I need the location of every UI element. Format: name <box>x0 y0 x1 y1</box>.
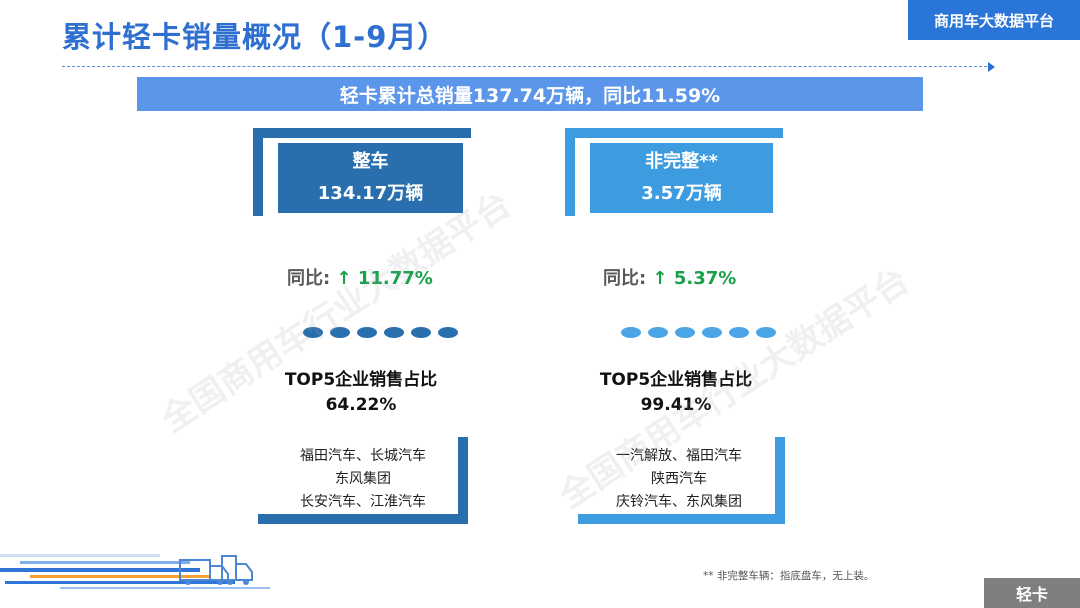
card-frame-complete <box>253 128 471 216</box>
title-divider <box>62 66 992 67</box>
yoy-complete: 同比: ↑ 11.77% <box>287 264 433 290</box>
dot <box>303 327 323 338</box>
yoy-label: 同比: <box>603 268 647 289</box>
dot <box>756 327 776 338</box>
card-complete: 整车 134.17万辆 <box>278 143 463 213</box>
top5-share: 99.41% <box>640 395 712 415</box>
list-item: 长安汽车、江淮汽车 <box>300 494 426 510</box>
page-title: 累计轻卡销量概况（1-9月） <box>62 20 448 54</box>
company-list-incomplete: 一汽解放、福田汽车 陕西汽车 庆铃汽车、东风集团 <box>579 445 779 514</box>
brand-badge: 商用车大数据平台 <box>908 0 1080 40</box>
dot <box>621 327 641 338</box>
dot <box>702 327 722 338</box>
dot <box>357 327 377 338</box>
yoy-value: 11.77% <box>357 268 433 289</box>
card-incomplete: 非完整** 3.57万辆 <box>590 143 773 213</box>
footnote: ** 非完整车辆：指底盘车，无上装。 <box>703 570 875 582</box>
card-complete-volume: 134.17万辆 <box>317 183 424 204</box>
arrow-up-icon: ↑ <box>336 268 352 289</box>
top5-complete: TOP5企业销售占比 64.22% <box>241 368 481 418</box>
dot <box>411 327 431 338</box>
dot <box>438 327 458 338</box>
arrow-up-icon: ↑ <box>652 268 668 289</box>
dot <box>729 327 749 338</box>
card-complete-name: 整车 <box>352 151 389 172</box>
dot <box>330 327 350 338</box>
list-item: 东风集团 <box>335 471 391 487</box>
dots-complete <box>303 327 458 338</box>
list-item: 福田汽车、长城汽车 <box>300 448 426 464</box>
dot <box>675 327 695 338</box>
category-tag: 轻卡 <box>984 578 1080 608</box>
top5-title: TOP5企业销售占比 <box>599 370 753 390</box>
truck-illustration-icon <box>0 554 270 589</box>
company-frame-incomplete <box>578 437 785 524</box>
dot <box>648 327 668 338</box>
divider-arrow-icon <box>988 62 995 72</box>
top5-share: 64.22% <box>325 395 397 415</box>
company-list-complete: 福田汽车、长城汽车 东风集团 长安汽车、江淮汽车 <box>263 445 463 514</box>
card-incomplete-name: 非完整** <box>645 151 718 172</box>
card-incomplete-volume: 3.57万辆 <box>641 183 722 204</box>
dot <box>384 327 404 338</box>
list-item: 庆铃汽车、东风集团 <box>616 494 742 510</box>
top5-incomplete: TOP5企业销售占比 99.41% <box>556 368 796 418</box>
top5-title: TOP5企业销售占比 <box>284 370 438 390</box>
list-item: 一汽解放、福田汽车 <box>616 448 742 464</box>
yoy-label: 同比: <box>287 268 331 289</box>
list-item: 陕西汽车 <box>651 471 707 487</box>
dots-incomplete <box>621 327 776 338</box>
yoy-incomplete: 同比: ↑ 5.37% <box>603 264 736 290</box>
company-frame-complete <box>258 437 468 524</box>
yoy-value: 5.37% <box>673 268 737 289</box>
card-frame-incomplete <box>565 128 783 216</box>
summary-banner: 轻卡累计总销量137.74万辆，同比11.59% <box>137 77 923 111</box>
